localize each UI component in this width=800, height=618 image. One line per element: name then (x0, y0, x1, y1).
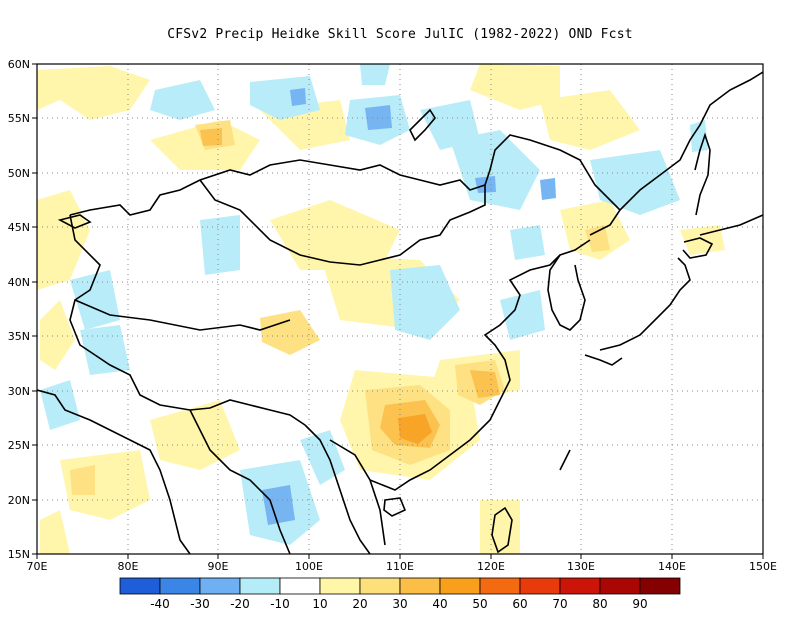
lat-label: 35N (8, 330, 30, 343)
lon-label: 120E (477, 560, 505, 573)
lat-label: 15N (8, 548, 30, 561)
longitude-labels: 70E 80E 90E 100E 110E 120E 130E 140E 150… (27, 560, 777, 573)
colorbar: -40 -30 -20 -10 10 20 30 40 50 60 70 80 90 (119, 577, 681, 611)
colorbar-swatch (599, 577, 641, 595)
skill-field (37, 64, 725, 554)
colorbar-swatch (399, 577, 441, 595)
colorbar-swatch (239, 577, 281, 595)
colorbar-swatch (199, 577, 241, 595)
lon-label: 110E (386, 560, 414, 573)
lat-label: 45N (8, 221, 30, 234)
colorbar-swatch (279, 577, 321, 595)
colorbar-label: 90 (632, 597, 647, 611)
colorbar-label: -10 (270, 597, 290, 611)
lon-label: 70E (27, 560, 48, 573)
lat-label: 30N (8, 385, 30, 398)
colorbar-swatch (319, 577, 361, 595)
lon-label: 150E (749, 560, 777, 573)
lat-label: 55N (8, 112, 30, 125)
colorbar-label: 70 (552, 597, 567, 611)
latitude-labels: 60N 55N 50N 45N 40N 35N 30N 25N 20N 15N (8, 58, 30, 561)
lat-label: 20N (8, 494, 30, 507)
lat-label: 50N (8, 167, 30, 180)
colorbar-swatch (479, 577, 521, 595)
chart-title: CFSv2 Precip Heidke Skill Score JulIC (1… (167, 27, 633, 42)
colorbar-swatch (439, 577, 481, 595)
colorbar-label: 40 (432, 597, 447, 611)
colorbar-swatch (159, 577, 201, 595)
lat-label: 60N (8, 58, 30, 71)
grid-lines (37, 64, 763, 554)
lon-label: 90E (208, 560, 229, 573)
colorbar-swatch (359, 577, 401, 595)
colorbar-label: 30 (392, 597, 407, 611)
coastlines-and-borders (37, 71, 763, 554)
colorbar-swatch (559, 577, 601, 595)
colorbar-label: 10 (312, 597, 327, 611)
colorbar-swatch (639, 577, 681, 595)
lon-label: 80E (118, 560, 139, 573)
colorbar-label: -40 (150, 597, 170, 611)
lon-label: 100E (295, 560, 323, 573)
colorbar-label: 50 (472, 597, 487, 611)
colorbar-label: 80 (592, 597, 607, 611)
axis-ticks (32, 63, 764, 559)
lat-label: 25N (8, 439, 30, 452)
lon-label: 130E (567, 560, 595, 573)
colorbar-label: -20 (230, 597, 250, 611)
colorbar-label: 20 (352, 597, 367, 611)
colorbar-label: -30 (190, 597, 210, 611)
colorbar-swatch (119, 577, 161, 595)
lon-label: 140E (658, 560, 686, 573)
colorbar-label: 60 (512, 597, 527, 611)
colorbar-swatch (519, 577, 561, 595)
lat-label: 40N (8, 276, 30, 289)
